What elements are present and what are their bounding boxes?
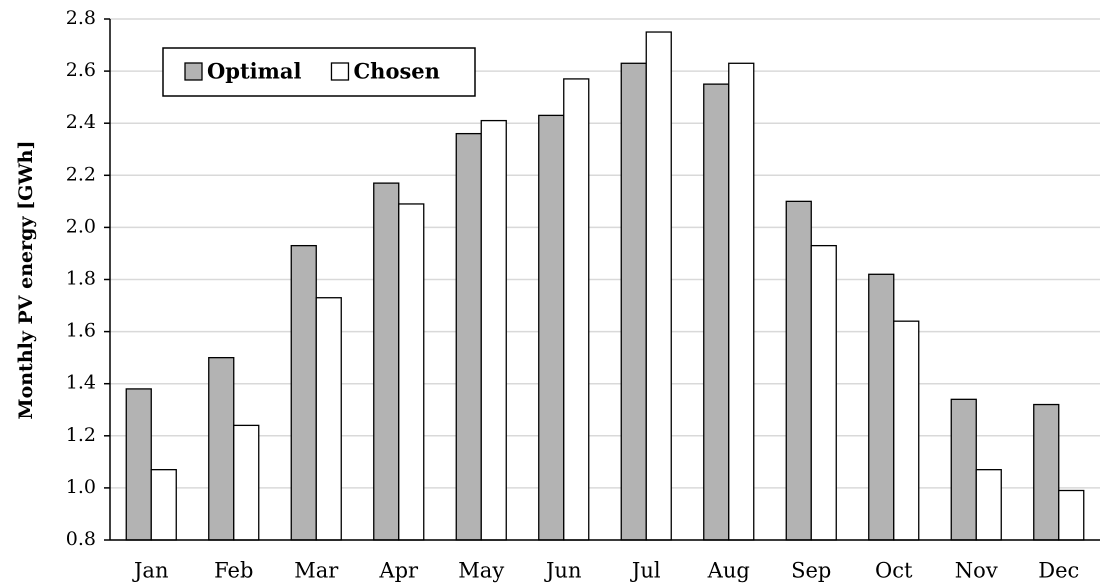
y-tick-label: 2.6	[66, 59, 96, 81]
legend-label: Chosen	[353, 59, 439, 84]
y-tick-label: 1.2	[66, 424, 96, 446]
y-tick-label: 2.4	[66, 111, 96, 133]
x-tick-label: Jun	[544, 559, 581, 583]
y-tick-label: 2.8	[66, 7, 96, 29]
bar	[1058, 489, 1085, 541]
bar	[233, 424, 260, 541]
bar	[810, 244, 837, 541]
y-tick-label: 1.0	[66, 476, 96, 498]
y-tick-label: 1.6	[66, 320, 96, 342]
y-tick-label: 2.0	[66, 215, 96, 237]
bar	[480, 119, 507, 541]
bar	[538, 114, 565, 541]
bar	[1033, 403, 1060, 541]
x-tick-label: Nov	[955, 559, 998, 583]
x-tick-label: Jan	[132, 559, 168, 583]
bar	[290, 244, 317, 541]
bar	[620, 62, 647, 541]
bar	[728, 62, 755, 541]
bar	[125, 388, 152, 541]
x-tick-label: May	[458, 559, 504, 583]
bar	[703, 83, 730, 541]
bar	[373, 182, 400, 541]
x-tick-label: Mar	[294, 559, 339, 583]
bar	[315, 297, 342, 541]
x-tick-label: Dec	[1038, 559, 1079, 583]
y-axis-title: Monthly PV energy [GWh]	[15, 141, 37, 420]
x-tick-label: Feb	[214, 559, 253, 583]
x-tick-label: Jul	[630, 559, 661, 583]
bar	[785, 200, 812, 541]
y-tick-label: 1.8	[66, 268, 96, 290]
bar	[645, 31, 672, 541]
y-tick-label: 0.8	[66, 528, 96, 550]
bar	[563, 78, 590, 541]
bar	[950, 398, 977, 541]
bar	[398, 203, 425, 541]
legend-box	[162, 47, 476, 97]
bar	[208, 356, 235, 541]
x-tick-label: Aug	[707, 559, 750, 583]
y-tick-label: 1.4	[66, 372, 96, 394]
bar	[893, 320, 920, 541]
y-tick-label: 2.2	[66, 163, 96, 185]
legend-swatch	[330, 62, 350, 81]
x-tick-label: Apr	[378, 559, 419, 583]
legend-label: Optimal	[207, 59, 301, 84]
bar	[868, 273, 895, 541]
legend-swatch	[184, 62, 203, 81]
x-tick-label: Sep	[791, 559, 831, 583]
x-tick-label: Oct	[875, 559, 913, 583]
bar	[455, 132, 482, 541]
bar	[975, 469, 1002, 541]
bar	[150, 469, 177, 541]
